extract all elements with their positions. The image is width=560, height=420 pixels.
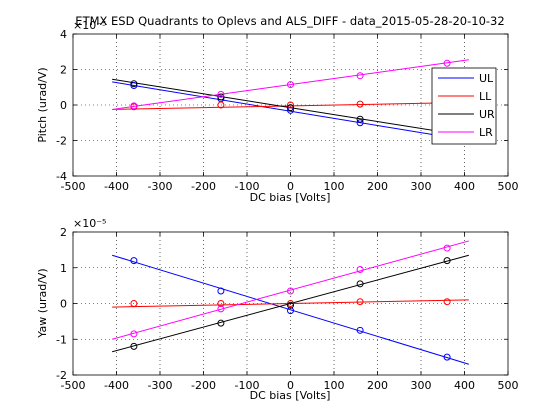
legend: UL LL UR LR — [431, 67, 497, 145]
yaw-point-lr — [287, 287, 294, 295]
pitch-point-lr — [130, 102, 138, 110]
pitch-y-tick-labels: -4 -2 0 2 4 — [56, 28, 67, 183]
pitch-point-ur — [287, 104, 294, 112]
yaw-point-ur — [356, 280, 364, 288]
legend-label-ul: UL — [479, 72, 494, 85]
yaw-plot: -500 -400 -300 -200 -100 0 100 200 300 400 500 -2-… — [36, 217, 519, 402]
yaw-y-tick-labels: -2 -1 0 1 2 — [56, 226, 67, 382]
pitch-x-tick-label: 500 — [498, 180, 519, 193]
yaw-x-axis-label: DC bias [Volts] — [250, 389, 331, 402]
pitch-x-tick-label: 300 — [411, 180, 432, 193]
yaw-point-ul — [443, 353, 451, 361]
pitch-y-tick-label: 2 — [60, 64, 67, 77]
yaw-point-ll — [130, 300, 138, 307]
yaw-y-multiplier: ×10⁻⁵ — [73, 217, 106, 230]
pitch-point-ur — [356, 115, 364, 123]
yaw-point-ll — [217, 300, 225, 307]
legend-entries: UL LL UR LR — [438, 72, 495, 139]
pitch-x-tick-label: 100 — [324, 180, 345, 193]
yaw-fit-line-ur — [112, 254, 469, 353]
yaw-point-ul — [130, 257, 138, 265]
pitch-x-tick-label: -200 — [191, 180, 216, 193]
pitch-y-tick-label: 0 — [60, 99, 67, 112]
pitch-x-tick-label: -400 — [104, 180, 129, 193]
yaw-x-tick-label: 0 — [287, 379, 294, 392]
legend-box — [431, 67, 497, 145]
pitch-plot: -500 -400 -300 -200 -100 0 100 200 300 400 500 -4-… — [36, 19, 519, 204]
yaw-x-tick-label: -300 — [148, 379, 173, 392]
yaw-point-lr — [130, 330, 138, 338]
pitch-x-tick-label: -300 — [148, 180, 173, 193]
pitch-y-multiplier: ×10⁻⁵ — [73, 19, 106, 32]
yaw-y-axis-label: Yaw (urad/V) — [36, 268, 49, 338]
yaw-x-tick-label: 100 — [324, 379, 345, 392]
yaw-fit-line-lr — [112, 240, 469, 340]
yaw-point-ul — [287, 307, 294, 315]
pitch-point-ul — [356, 119, 364, 127]
yaw-point-ll — [443, 298, 451, 306]
pitch-fit-line-ll — [112, 101, 469, 110]
yaw-point-ur — [217, 319, 225, 327]
pitch-point-ur — [217, 93, 225, 101]
yaw-fit-lines — [112, 240, 469, 365]
yaw-point-ul — [217, 287, 225, 295]
legend-label-ur: UR — [479, 108, 495, 121]
pitch-x-tick-labels: -500 -400 -300 -200 -100 0 100 200 300 400 500 — [61, 180, 519, 193]
yaw-fit-line-ul — [112, 254, 469, 365]
pitch-x-tick-label: 400 — [454, 180, 475, 193]
yaw-point-lr — [356, 266, 364, 274]
pitch-y-tick-label: 4 — [60, 28, 67, 41]
pitch-point-lr — [287, 81, 294, 89]
yaw-x-tick-label: -200 — [191, 379, 216, 392]
pitch-x-tick-label: -100 — [235, 180, 260, 193]
pitch-x-axis-label: DC bias [Volts] — [250, 191, 331, 204]
yaw-point-ur — [443, 257, 451, 265]
yaw-y-tick-label: 2 — [60, 226, 67, 239]
yaw-x-tick-label: 200 — [367, 379, 388, 392]
legend-label-ll: LL — [479, 90, 492, 103]
yaw-x-tick-label: 300 — [411, 379, 432, 392]
figure-title: ETMX ESD Quadrants to Oplevs and ALS_DIF… — [75, 14, 504, 28]
pitch-point-lr — [356, 72, 364, 80]
legend-label-lr: LR — [479, 126, 493, 139]
pitch-y-axis-label: Pitch (urad/V) — [36, 67, 49, 142]
yaw-y-tick-label: -1 — [56, 333, 67, 346]
pitch-y-tick-label: -4 — [56, 170, 67, 183]
pitch-point-ll — [287, 101, 294, 109]
pitch-point-lr — [443, 59, 451, 67]
pitch-point-ur — [130, 80, 138, 88]
yaw-point-ur — [130, 342, 138, 350]
pitch-fit-line-ul — [112, 81, 469, 141]
yaw-y-tick-label: 0 — [60, 298, 67, 311]
yaw-point-ul — [356, 326, 364, 334]
yaw-y-tick-label: -2 — [56, 369, 67, 382]
yaw-x-tick-label: -400 — [104, 379, 129, 392]
pitch-point-ll — [356, 100, 364, 108]
pitch-point-ll — [217, 101, 225, 109]
pitch-x-tick-label: -500 — [61, 180, 86, 193]
pitch-x-tick-label: 0 — [287, 180, 294, 193]
yaw-data-points — [130, 244, 451, 361]
yaw-x-tick-labels: -500 -400 -300 -200 -100 0 100 200 300 400 500 — [61, 379, 519, 392]
pitch-y-tick-label: -2 — [56, 135, 67, 148]
yaw-gridlines — [72, 231, 509, 376]
yaw-point-lr — [217, 305, 225, 313]
yaw-point-lr — [443, 244, 451, 252]
yaw-x-tick-label: 400 — [454, 379, 475, 392]
yaw-point-ur — [287, 301, 294, 309]
yaw-x-tick-label: 500 — [498, 379, 519, 392]
pitch-fit-line-lr — [112, 59, 469, 110]
yaw-x-tick-label: -100 — [235, 379, 260, 392]
yaw-point-ll — [356, 298, 364, 306]
pitch-point-ul — [287, 106, 294, 114]
yaw-x-tick-label: -500 — [61, 379, 86, 392]
yaw-y-tick-label: 1 — [60, 262, 67, 275]
pitch-x-tick-label: 200 — [367, 180, 388, 193]
pitch-point-lr — [217, 90, 225, 98]
